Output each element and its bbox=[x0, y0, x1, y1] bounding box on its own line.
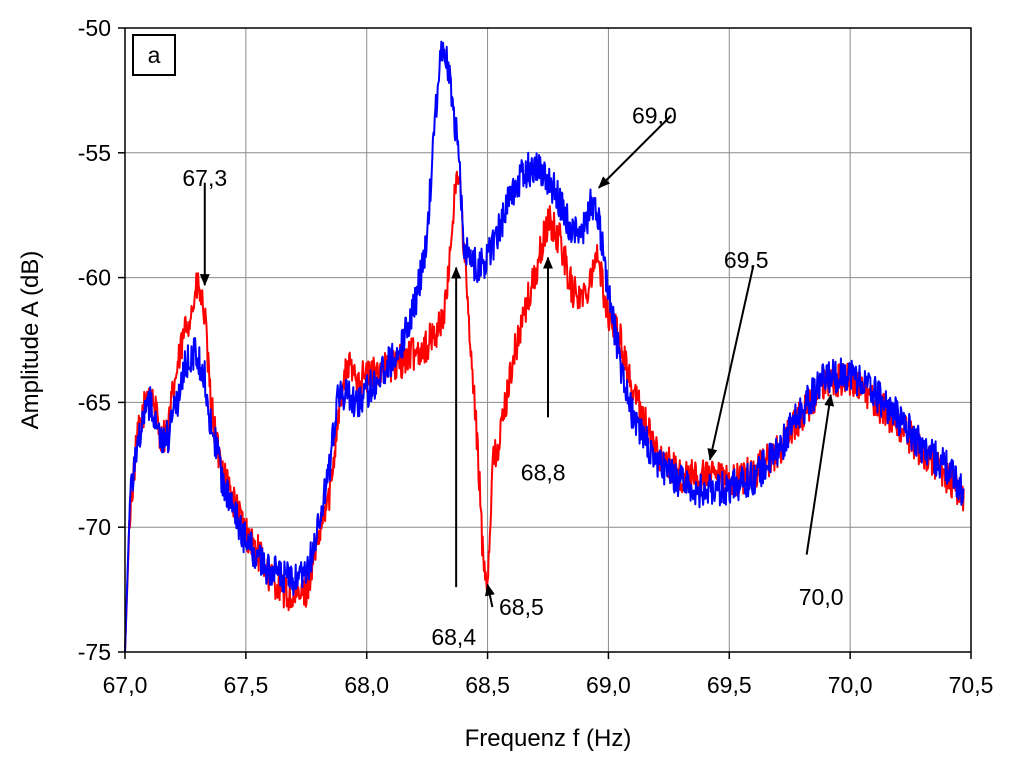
y-tick-label: -65 bbox=[78, 389, 111, 415]
annotation-arrow bbox=[484, 583, 495, 608]
series-1-line bbox=[124, 40, 965, 653]
grid-lines bbox=[125, 28, 971, 652]
axis-ticks: 67,0 67,5 68,0 68,5 69,0 69,5 70,0 70,5 -75 -70 -6… bbox=[78, 15, 994, 698]
y-tick-label: -50 bbox=[78, 15, 111, 41]
y-axis-title: Amplitude A (dB) bbox=[17, 251, 44, 430]
annotation-arrow bbox=[805, 393, 835, 555]
annotation-label: 69,0 bbox=[632, 102, 677, 128]
plot-frame bbox=[124, 27, 972, 653]
x-tick-label: 69,5 bbox=[707, 672, 752, 698]
y-tick-label: -60 bbox=[78, 265, 111, 291]
annotations: 67,3 68,4 68,5 68,8 69,0 69,5 70,0 bbox=[182, 102, 843, 650]
x-tick-label: 68,5 bbox=[465, 672, 510, 698]
x-tick-label: 68,0 bbox=[344, 672, 389, 698]
y-tick-label: -55 bbox=[78, 140, 111, 166]
annotation-arrow bbox=[707, 264, 755, 461]
x-tick-label: 67,0 bbox=[103, 672, 148, 698]
x-axis-title: Frequenz f (Hz) bbox=[465, 725, 632, 752]
panel-label-box: a bbox=[132, 34, 176, 76]
y-tick-label: -70 bbox=[78, 514, 111, 540]
panel-label: a bbox=[148, 42, 161, 68]
annotation-label: 69,5 bbox=[724, 247, 769, 273]
x-tick-label: 70,0 bbox=[828, 672, 873, 698]
x-tick-label: 70,5 bbox=[949, 672, 994, 698]
annotation-label: 68,8 bbox=[521, 459, 566, 485]
y-tick-label: -75 bbox=[78, 639, 111, 665]
series-lines bbox=[124, 40, 965, 653]
annotation-label: 68,5 bbox=[499, 594, 544, 620]
annotation-label: 67,3 bbox=[182, 165, 227, 191]
x-tick-label: 69,0 bbox=[586, 672, 631, 698]
annotation-label: 68,4 bbox=[431, 624, 476, 650]
annotation-label: 70,0 bbox=[799, 584, 844, 610]
annotation-arrow bbox=[598, 114, 672, 189]
x-tick-label: 67,5 bbox=[223, 672, 268, 698]
